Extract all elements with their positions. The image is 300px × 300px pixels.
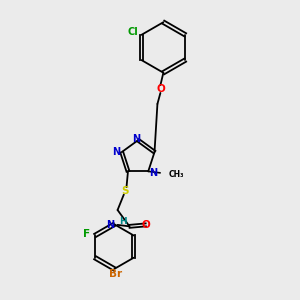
Text: N: N (112, 147, 120, 157)
Text: F: F (82, 229, 90, 239)
Text: CH₃: CH₃ (169, 170, 184, 179)
Text: S: S (121, 186, 129, 196)
Text: H: H (119, 217, 127, 226)
Text: O: O (156, 84, 165, 94)
Text: Br: Br (109, 269, 122, 279)
Text: N: N (133, 134, 141, 144)
Text: N: N (106, 220, 114, 230)
Text: Cl: Cl (127, 27, 138, 37)
Text: O: O (141, 220, 150, 230)
Text: N: N (148, 168, 157, 178)
